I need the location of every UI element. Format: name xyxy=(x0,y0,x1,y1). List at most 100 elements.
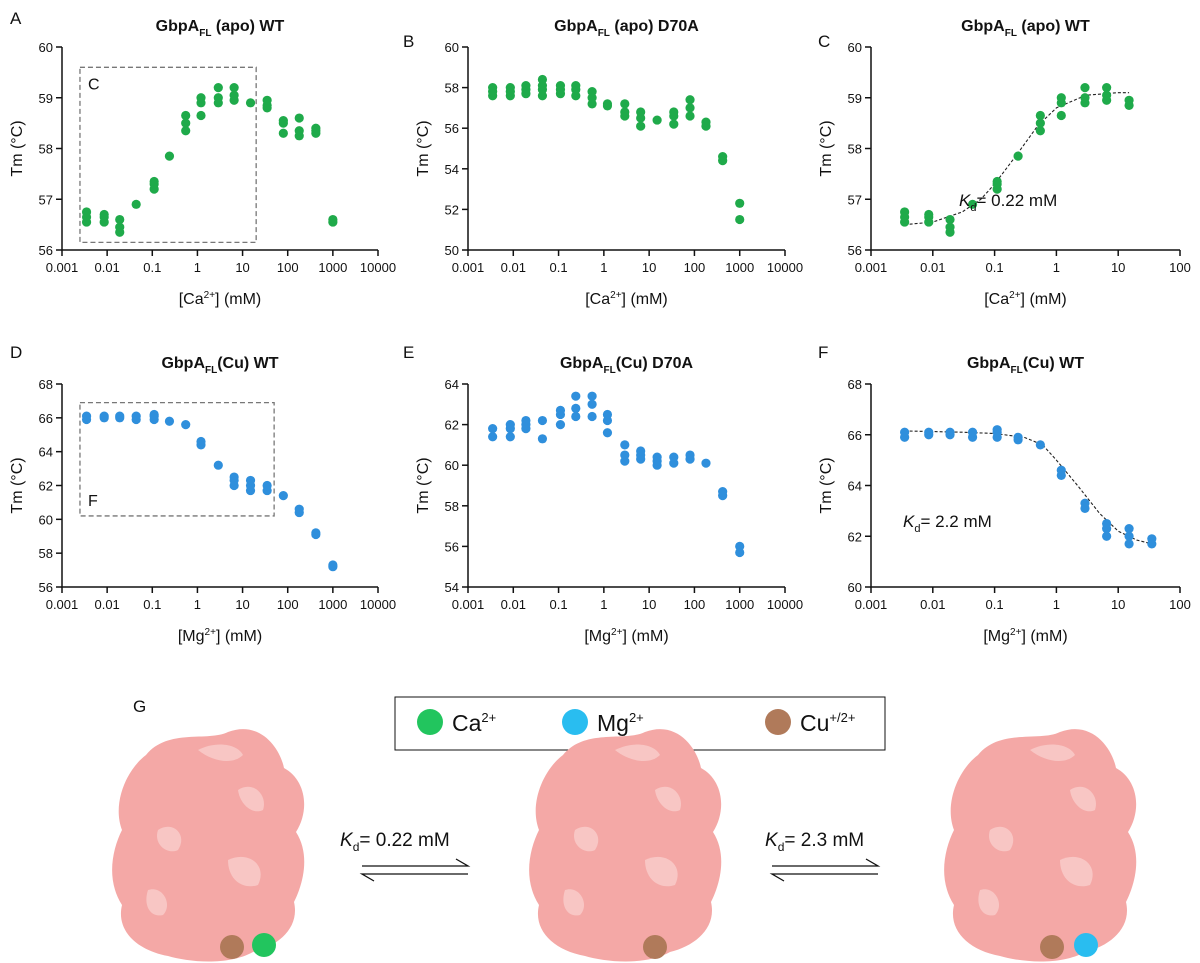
x-tick-label: 10 xyxy=(1111,597,1125,612)
point xyxy=(587,391,597,401)
kd-part: = 2.3 mM xyxy=(784,830,864,851)
point xyxy=(587,87,597,97)
point xyxy=(213,83,223,93)
point xyxy=(735,198,745,208)
legend-marker xyxy=(417,709,443,735)
point xyxy=(571,403,581,413)
point xyxy=(587,411,597,422)
point xyxy=(229,472,239,482)
point xyxy=(1080,83,1090,93)
y-tick-label: 56 xyxy=(39,580,53,595)
x-axis-label-part: ] (mM) xyxy=(622,291,668,308)
point xyxy=(164,151,175,161)
kd-annotation-part: K xyxy=(903,512,915,531)
chart-title-part: GbpA xyxy=(156,18,200,35)
x-tick-label: 10 xyxy=(642,260,656,275)
x-tick-label: 0.01 xyxy=(501,597,526,612)
x-tick-label: 1 xyxy=(1053,260,1060,275)
point xyxy=(701,458,711,468)
x-tick-label: 0.01 xyxy=(920,597,945,612)
x-tick-label: 0.001 xyxy=(452,260,485,275)
x-axis-label: [Ca2+] (mM) xyxy=(984,290,1067,308)
x-tick-label: 1000 xyxy=(318,260,347,275)
chart-title-part: FL xyxy=(598,28,610,39)
point xyxy=(669,452,679,462)
chart-title-part: (apo) D70A xyxy=(610,18,699,35)
y-axis-label: Tm (°C) xyxy=(415,120,432,176)
point xyxy=(294,126,304,136)
point xyxy=(652,115,662,125)
point xyxy=(924,427,934,437)
x-axis-label-part: [Ca xyxy=(179,291,204,308)
inset-label: C xyxy=(88,76,100,93)
axis-line xyxy=(870,47,1180,251)
point xyxy=(602,428,613,438)
chart-title-part: (apo) WT xyxy=(1017,18,1090,35)
x-axis-label-part: 2+ xyxy=(1010,627,1022,638)
point xyxy=(181,118,191,128)
x-tick-label: 1 xyxy=(194,597,201,612)
y-tick-label: 58 xyxy=(39,142,53,157)
point xyxy=(131,411,141,421)
panel-g: G Ca2+ Mg2+ Cu+/2+ Kd= 0.22 mM Kd= 2.3 m… xyxy=(112,696,1137,962)
point xyxy=(537,74,548,85)
point xyxy=(555,405,566,415)
chart-title-part: (Cu) WT xyxy=(217,355,279,372)
point xyxy=(164,416,175,426)
point xyxy=(735,214,745,225)
point xyxy=(652,452,662,462)
inset-box xyxy=(79,401,275,517)
y-tick-label: 58 xyxy=(445,499,459,514)
y-tick-label: 60 xyxy=(445,458,459,473)
chart-title-part: FL xyxy=(603,365,615,376)
legend-marker xyxy=(765,709,791,735)
kd-annotation-part: d xyxy=(970,202,976,214)
ion xyxy=(252,933,276,957)
y-tick-label: 66 xyxy=(848,428,862,443)
chart-title: GbpAFL (apo) WT xyxy=(156,18,285,39)
chart: C GbpAFL (apo) WT [Ca2+] (mM) Tm (°C) 56 57 58… xyxy=(818,18,1191,308)
point xyxy=(735,541,745,552)
panel-letter: C xyxy=(818,32,830,51)
protein xyxy=(944,729,1137,962)
point xyxy=(1013,151,1023,161)
chart: E GbpAFL(Cu) D70A [Mg2+] (mM) Tm (°C) 54 56 58… xyxy=(403,343,803,645)
x-tick-label: 0.01 xyxy=(501,260,526,275)
y-tick-label: 68 xyxy=(848,377,862,392)
x-tick-label: 10000 xyxy=(360,260,396,275)
panel-letter: D xyxy=(10,343,22,362)
point xyxy=(196,93,206,103)
chart-title: GbpAFL (apo) WT xyxy=(961,18,1090,39)
chart: B GbpAFL (apo) D70A [Ca2+] (mM) Tm (°C) 50 52… xyxy=(403,18,803,308)
y-tick-label: 56 xyxy=(848,243,862,258)
chart-title-part: GbpA xyxy=(961,18,1005,35)
protein xyxy=(529,729,722,962)
point xyxy=(505,420,515,430)
point xyxy=(278,115,288,126)
point xyxy=(636,107,646,117)
point xyxy=(149,409,159,420)
y-tick-label: 57 xyxy=(848,192,862,207)
point xyxy=(311,528,321,538)
x-axis-label: [Mg2+] (mM) xyxy=(584,627,668,645)
x-tick-label: 0.01 xyxy=(920,260,945,275)
chart: D GbpAFL(Cu) WT [Mg2+] (mM) Tm (°C) 56 58 60 62… xyxy=(9,343,396,645)
point xyxy=(1124,531,1134,541)
chart-title: GbpAFL (apo) D70A xyxy=(554,18,699,39)
x-tick-label: 100 xyxy=(1169,597,1191,612)
point xyxy=(967,427,978,437)
x-tick-label: 1 xyxy=(600,260,607,275)
x-tick-label: 0.1 xyxy=(550,260,568,275)
x-tick-label: 0.001 xyxy=(452,597,485,612)
point xyxy=(602,99,613,109)
point xyxy=(488,424,498,434)
x-tick-label: 0.001 xyxy=(46,260,79,275)
chart-title-part: FL xyxy=(1005,28,1017,39)
chart-title-part: GbpA xyxy=(161,355,205,372)
kd-annotation-part: = 2.2 mM xyxy=(920,512,991,531)
point xyxy=(571,391,581,401)
chart: A GbpAFL (apo) WT [Ca2+] (mM) Tm (°C) 56 57 58… xyxy=(9,9,396,308)
point xyxy=(1102,518,1112,529)
x-tick-label: 0.001 xyxy=(46,597,79,612)
